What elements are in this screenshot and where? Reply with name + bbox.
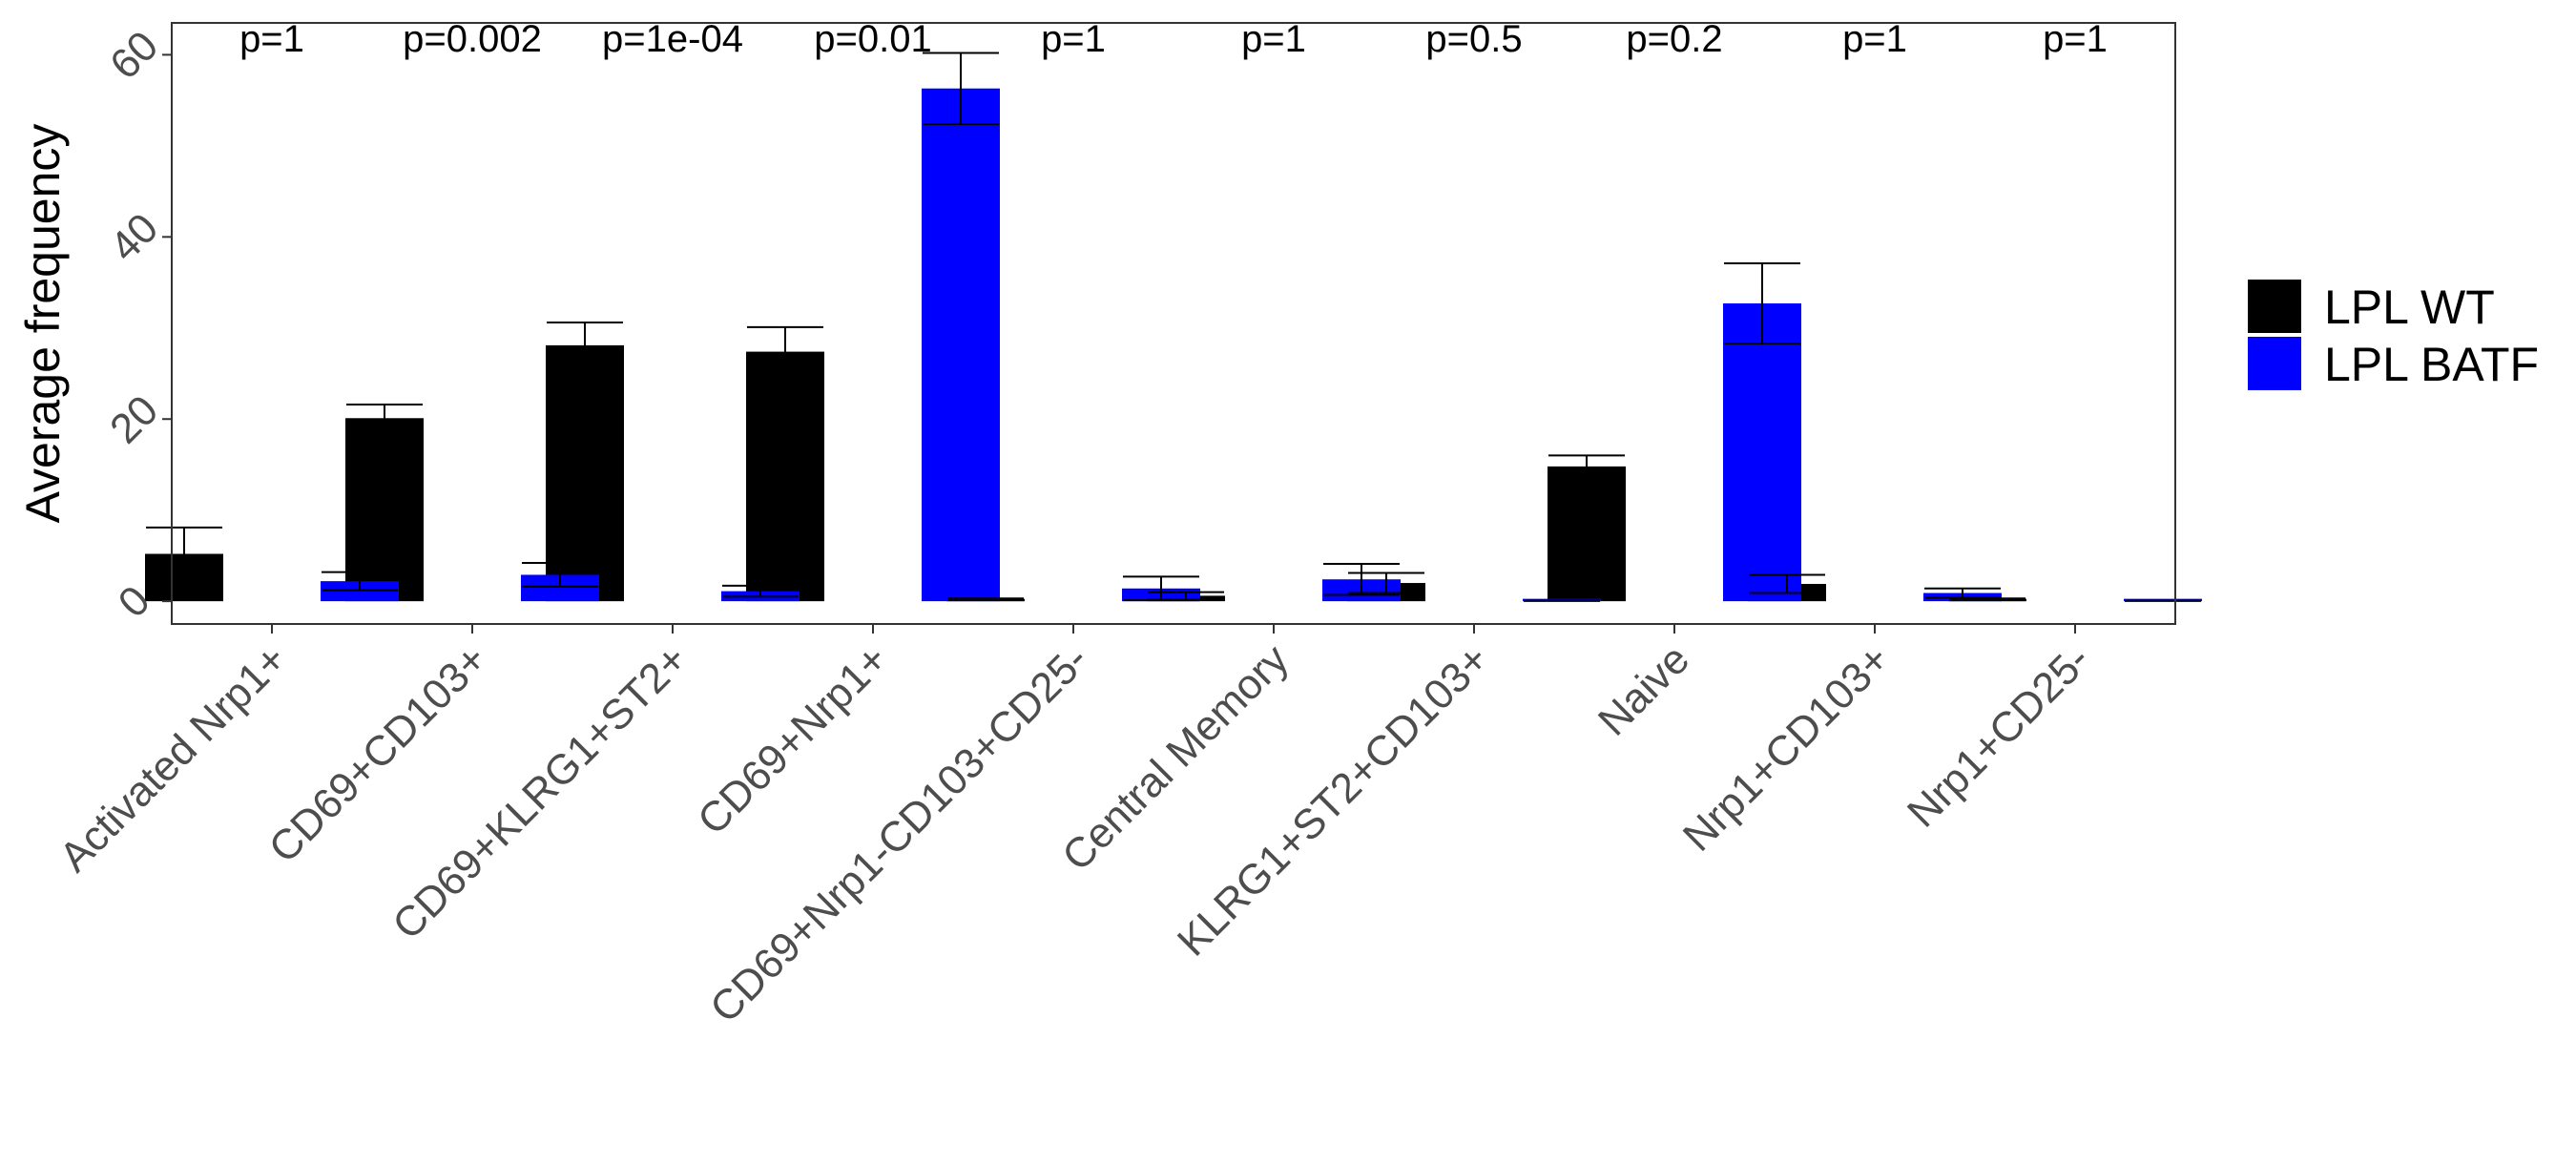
bar-lpl-wt-1: [345, 418, 424, 601]
bar-lpl-batf-3: [922, 89, 1000, 601]
legend-label-lpl-wt: LPL WT: [2324, 281, 2495, 334]
x-tick-label-9: Nrp1+CD25-: [1899, 635, 2099, 836]
x-tick-label-8: Nrp1+CD103+: [1674, 635, 1899, 860]
legend-swatch-lpl-wt: [2248, 280, 2301, 333]
y-tick-label-20: 20: [101, 386, 167, 452]
p-value-label-4: p=1: [1041, 18, 1106, 60]
x-tick-label-7: Naive: [1589, 635, 1698, 744]
bar-lpl-batf-7: [1723, 303, 1801, 601]
legend-swatch-lpl-batf: [2248, 337, 2301, 390]
legend-label-lpl-batf: LPL BATF: [2324, 338, 2539, 391]
bar-lpl-wt-3: [746, 352, 824, 602]
x-tick-label-3: CD69+Nrp1+: [689, 635, 897, 843]
p-value-label-1: p=0.002: [403, 18, 542, 60]
error-bar-lpl-wt-9: [1949, 598, 2025, 600]
p-value-label-7: p=0.2: [1626, 18, 1722, 60]
y-tick-label-40: 40: [101, 204, 167, 270]
p-value-label-8: p=1: [1842, 18, 1907, 60]
plot-panel-border: [172, 23, 2175, 624]
x-tick-label-0: Activated Nrp1+: [51, 635, 296, 881]
x-tick-label-4: CD69+Nrp1-CD103+CD25-: [701, 635, 1097, 1031]
error-bar-lpl-wt-4: [947, 598, 1024, 600]
p-value-label-2: p=1e-04: [602, 18, 743, 60]
p-value-label-0: p=1: [239, 18, 304, 60]
y-tick-label-60: 60: [101, 22, 167, 88]
p-value-label-6: p=0.5: [1425, 18, 1522, 60]
p-value-label-9: p=1: [2043, 18, 2108, 60]
x-tick-label-1: CD69+CD103+: [260, 635, 496, 871]
bar-lpl-wt-7: [1548, 467, 1626, 601]
p-value-label-3: p=0.01: [814, 18, 931, 60]
y-axis-title: Average frequency: [16, 124, 70, 524]
p-value-label-5: p=1: [1241, 18, 1306, 60]
